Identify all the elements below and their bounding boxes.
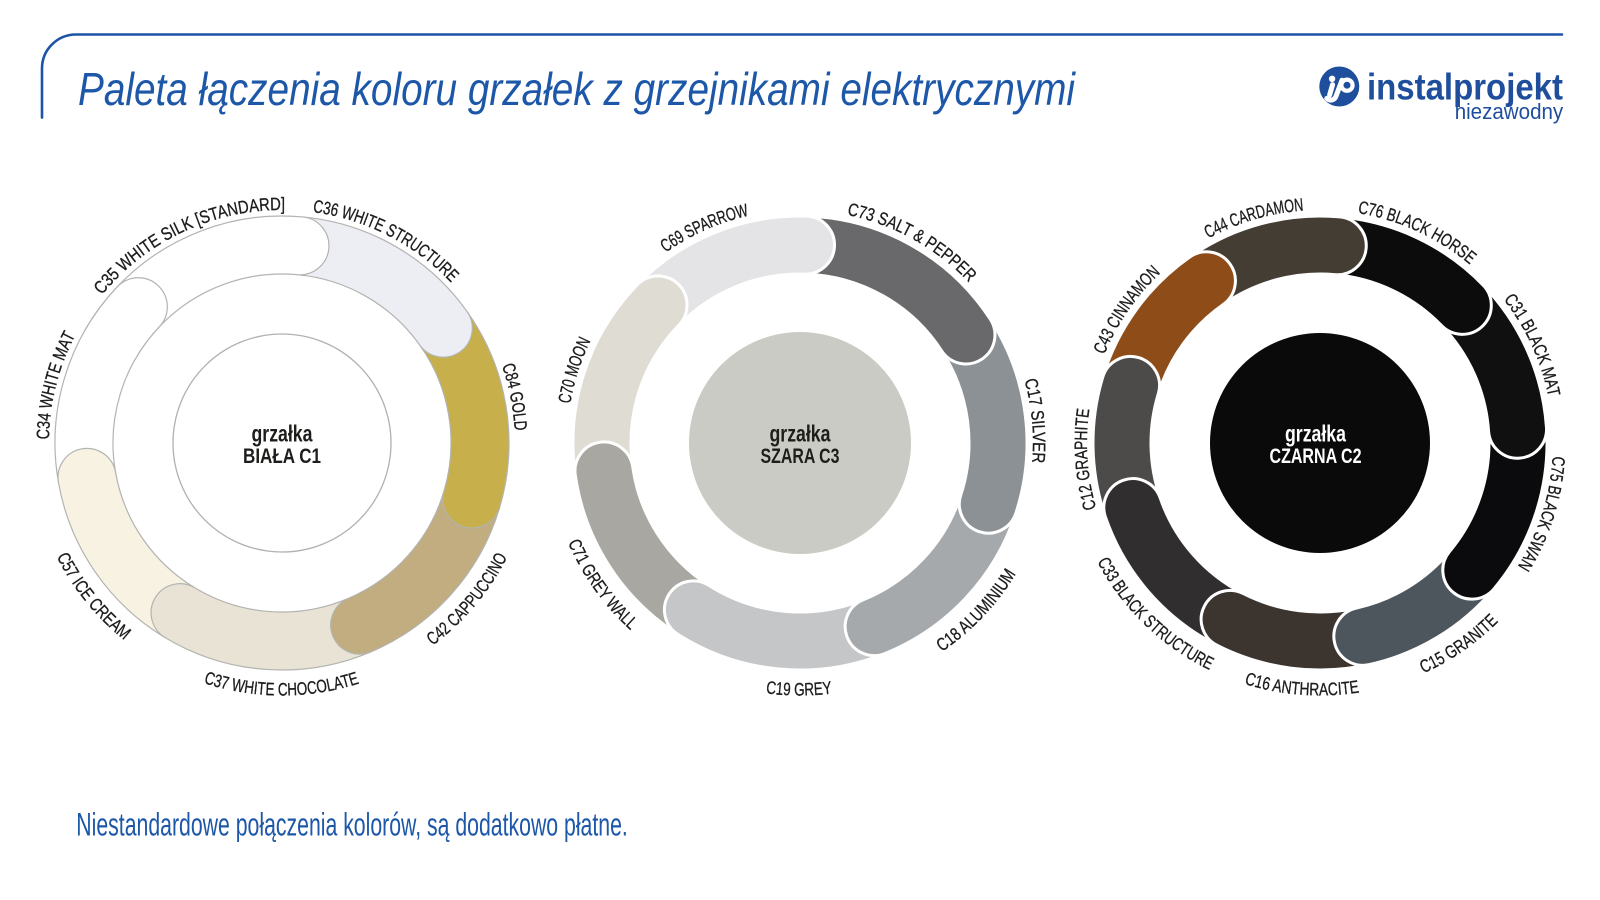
svg-text:SZARA C3: SZARA C3 xyxy=(761,445,840,468)
svg-text:grzałka: grzałka xyxy=(252,421,313,447)
svg-text:CZARNA C2: CZARNA C2 xyxy=(1270,445,1362,468)
svg-text:instalprojekt: instalprojekt xyxy=(1367,66,1563,107)
svg-text:Niestandardowe połączenia kolo: Niestandardowe połączenia kolorów, są do… xyxy=(76,807,628,843)
svg-text:BIAŁA C1: BIAŁA C1 xyxy=(243,445,321,468)
svg-text:grzałka: grzałka xyxy=(1285,421,1346,447)
svg-text:grzałka: grzałka xyxy=(770,421,831,447)
svg-text:Paleta łączenia koloru grzałek: Paleta łączenia koloru grzałek z grzejni… xyxy=(78,63,1076,115)
svg-text:niezawodny: niezawodny xyxy=(1455,99,1564,124)
svg-text:C19 GREY: C19 GREY xyxy=(765,677,832,699)
